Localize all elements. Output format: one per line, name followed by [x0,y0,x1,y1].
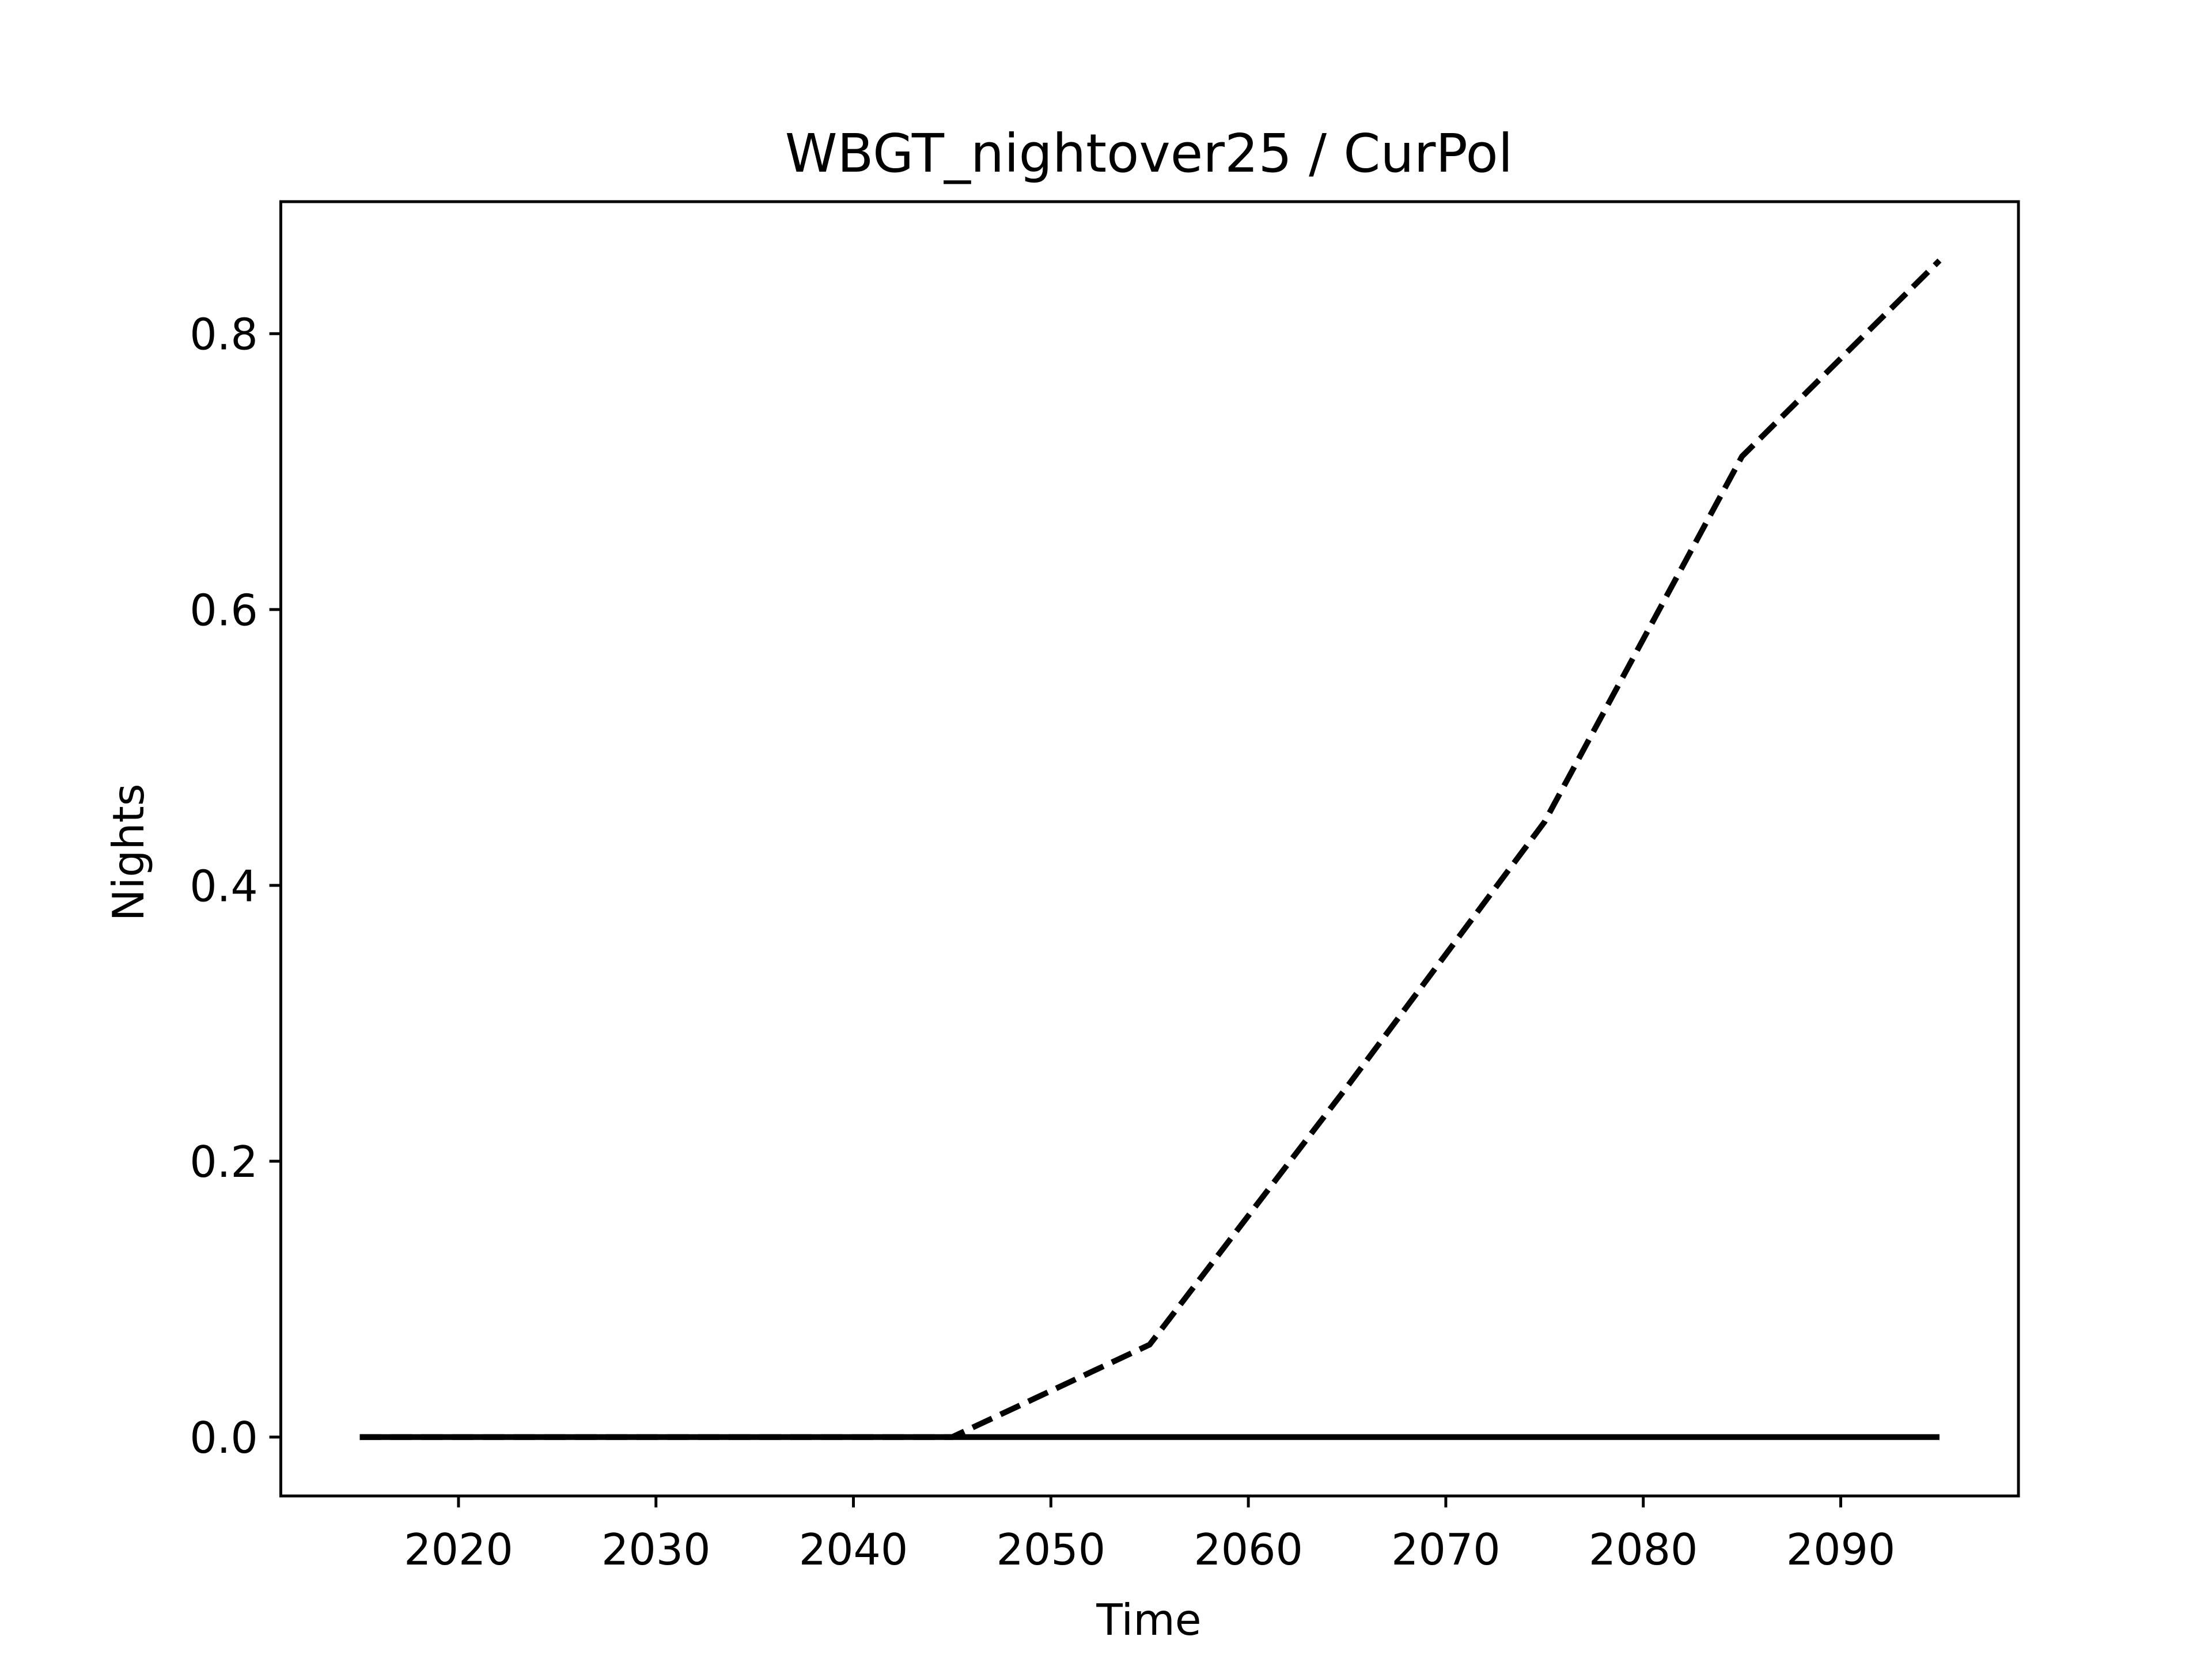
x-tick-label: 2080 [1589,1525,1698,1575]
y-tick-label: 0.8 [190,310,257,360]
data-line [359,258,1942,1440]
x-axis-label: Time [1096,1595,1201,1645]
y-tick-label: 0.6 [190,585,257,635]
y-axis-label: Nights [104,783,154,921]
x-tick-label: 2060 [1194,1525,1303,1575]
y-tick-label: 0.0 [190,1413,257,1463]
x-tick-label: 2070 [1391,1525,1501,1575]
plot-frame [279,200,2020,1498]
y-tick-label: 0.2 [190,1137,257,1187]
y-tick-label: 0.4 [190,861,257,911]
x-tick-label: 2030 [601,1525,711,1575]
chart-title: WBGT_nightover25 / CurPol [785,123,1513,184]
x-tick-label: 2040 [799,1525,908,1575]
x-tick-label: 2050 [997,1525,1106,1575]
x-tick-label: 2090 [1786,1525,1896,1575]
x-tick-label: 2020 [404,1525,513,1575]
